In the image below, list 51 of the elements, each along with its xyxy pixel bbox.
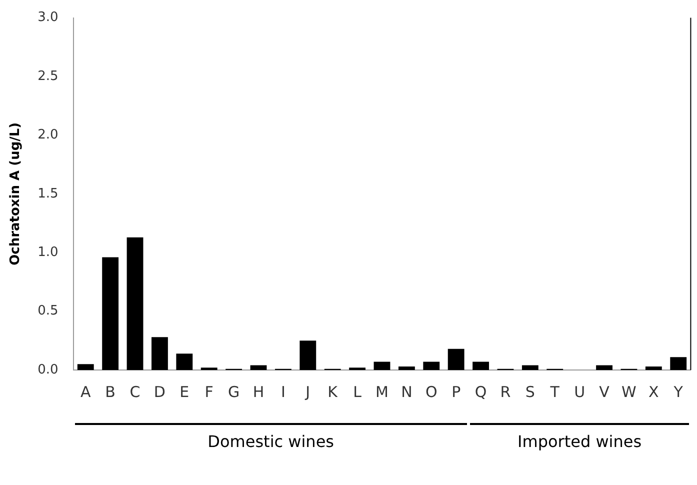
x-tick-label: Q <box>474 382 487 401</box>
x-tick-label: K <box>328 382 339 401</box>
x-tick-label: D <box>154 382 166 401</box>
bar <box>126 237 144 370</box>
x-tick-label: Y <box>672 382 684 401</box>
x-tick-label: B <box>105 382 116 401</box>
y-tick-label: 1.5 <box>38 186 58 202</box>
bar <box>423 362 440 370</box>
y-tick-label: 0.5 <box>38 304 58 319</box>
x-tick-label: S <box>525 382 535 401</box>
x-tick-label: A <box>80 382 92 401</box>
y-tick-label: 0.0 <box>38 362 58 378</box>
x-tick-label: W <box>622 382 637 401</box>
bar <box>300 340 316 370</box>
bar <box>448 348 464 370</box>
x-tick-label: I <box>280 382 286 401</box>
bar <box>250 365 267 370</box>
x-tick-label: G <box>228 382 240 401</box>
y-tick-label: 1.0 <box>38 244 58 260</box>
x-tick-label: R <box>500 382 511 401</box>
bar <box>77 364 94 370</box>
bar <box>670 357 687 370</box>
bar <box>596 365 612 370</box>
y-axis-title: Ochratoxin A (ug/L) <box>8 122 24 266</box>
y-tick-label: 3.0 <box>38 10 58 26</box>
x-tick-label: X <box>648 382 659 401</box>
bar <box>152 337 168 370</box>
text: Imported wines <box>516 432 643 451</box>
x-tick-label: V <box>599 382 610 401</box>
bar <box>645 366 662 370</box>
bar <box>374 362 390 370</box>
y-tick-label: 2.0 <box>38 128 58 143</box>
x-tick-label: J <box>304 382 310 401</box>
y-tick-label: 2.5 <box>38 68 58 84</box>
x-tick-label: F <box>204 382 214 401</box>
x-tick-label: C <box>130 382 140 401</box>
x-tick-label: E <box>180 382 190 401</box>
text: Domestic wines <box>206 432 335 451</box>
x-tick-label: T <box>549 382 560 401</box>
bar <box>102 257 119 370</box>
x-tick-label: P <box>452 382 461 401</box>
x-tick-label: H <box>252 382 264 401</box>
x-tick-label: M <box>376 382 388 401</box>
bar <box>522 365 538 370</box>
bar <box>398 366 415 370</box>
x-tick-label: U <box>574 382 586 401</box>
x-tick-label: O <box>425 382 438 401</box>
x-tick-label: L <box>353 382 362 401</box>
bar <box>176 354 193 370</box>
bar <box>472 362 489 370</box>
x-tick-label: N <box>401 382 412 401</box>
